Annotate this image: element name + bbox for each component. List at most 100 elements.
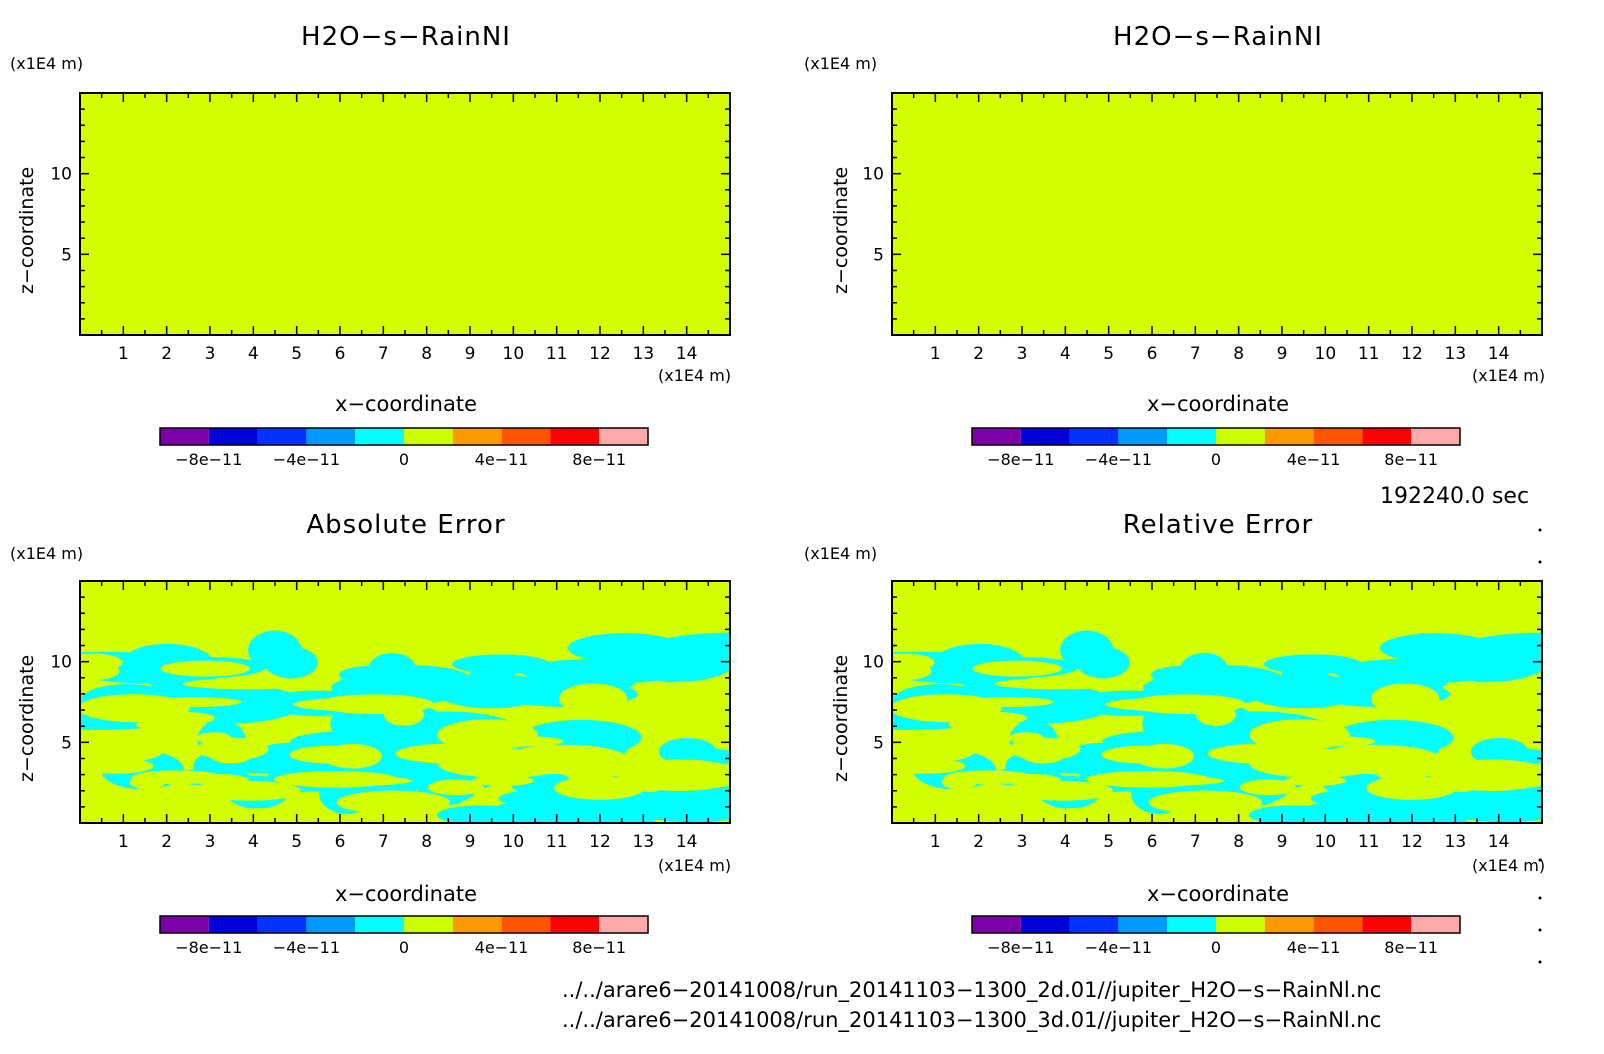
colorbar-segment: [306, 916, 356, 933]
colorbar-segment: [972, 916, 1021, 933]
colorbar-tick-label: −4e−11: [1085, 450, 1152, 469]
error-blob: [1248, 805, 1339, 823]
colorbar-segment: [1362, 916, 1412, 933]
field-gap: [1249, 748, 1380, 779]
field-gap: [558, 683, 628, 714]
z-tick-label: 5: [873, 733, 884, 753]
x-tick-label: 9: [1277, 344, 1288, 364]
colorbar-segment: [1020, 916, 1070, 933]
x-tick-label: 3: [1017, 832, 1028, 852]
colorbar-segment: [306, 428, 356, 445]
x-tick-label: 4: [248, 832, 259, 852]
colorbar-tick-label: 0: [399, 450, 409, 469]
x-tick-label: 7: [378, 832, 389, 852]
x-tick-label: 13: [1445, 344, 1467, 364]
field-gap: [143, 711, 215, 725]
colorbar-segment: [1411, 916, 1460, 933]
colorbar-tick-label: 0: [1211, 938, 1221, 957]
x-tick-label: 3: [1017, 344, 1028, 364]
colorbar-tick-label: 4e−11: [475, 450, 529, 469]
error-blob: [264, 646, 318, 679]
field-gap: [437, 748, 568, 779]
margin-dot: [1538, 560, 1542, 564]
x-tick-label: 11: [1358, 832, 1380, 852]
x-tick-label: 5: [291, 832, 302, 852]
x-tick-label: 3: [205, 344, 216, 364]
x-axis-label: x−coordinate: [334, 392, 478, 416]
field-gap: [160, 660, 250, 677]
margin-dot: [1538, 960, 1542, 964]
field-gap: [1008, 737, 1081, 761]
colorbar-tick-label: −4e−11: [1085, 938, 1152, 957]
field-gap: [944, 770, 1035, 785]
x-tick-label: 11: [546, 344, 568, 364]
colorbar-segment: [452, 428, 502, 445]
field-gap: [196, 737, 269, 761]
x-tick-label: 12: [589, 344, 611, 364]
field-gap: [225, 808, 300, 822]
field-gap: [1239, 779, 1296, 796]
error-pattern: [892, 630, 1542, 823]
colorbar-tick-label: 4e−11: [1287, 938, 1341, 957]
colorbar-segment: [1216, 428, 1265, 445]
colorbar-segment: [452, 916, 502, 933]
z-tick-label: 5: [61, 733, 72, 753]
panel-title: H2O−s−RainNI: [1113, 22, 1323, 52]
x-tick-label: 14: [676, 344, 698, 364]
colorbar-segment: [1020, 428, 1070, 445]
colorbar-segment: [1167, 428, 1216, 445]
field-gap: [1085, 771, 1210, 788]
colorbar-tick-label: 8e−11: [572, 450, 626, 469]
colorbar-segment: [1069, 916, 1119, 933]
colorbar-segment: [501, 428, 551, 445]
field-gap: [554, 776, 645, 800]
field-gap: [1284, 775, 1347, 786]
colorbar-segment: [550, 428, 600, 445]
x-unit-label: (x1E4 m): [1472, 856, 1546, 875]
error-blob: [436, 805, 527, 823]
x-tick-label: 7: [378, 344, 389, 364]
colorbar-segment: [355, 428, 404, 445]
error-blob: [568, 633, 682, 663]
x-tick-label: 14: [676, 832, 698, 852]
field-gap: [892, 758, 966, 774]
margin-dot: [1538, 896, 1542, 900]
x-tick-label: 14: [1488, 344, 1510, 364]
colorbar-tick-label: 4e−11: [1287, 450, 1341, 469]
z-tick-label: 5: [873, 245, 884, 265]
x-tick-label: 1: [118, 344, 129, 364]
x-tick-label: 7: [1190, 344, 1201, 364]
field-gap: [182, 678, 313, 690]
field-gap: [132, 770, 223, 785]
colorbar-tick-label: 8e−11: [572, 938, 626, 957]
x-tick-label: 9: [465, 344, 476, 364]
colorbar-frame: [159, 427, 649, 446]
field-gap: [972, 660, 1062, 677]
x-tick-label: 1: [118, 832, 129, 852]
colorbar-tick-label: −8e−11: [987, 450, 1054, 469]
colorbar-segment: [1313, 916, 1363, 933]
z-unit-label: (x1E4 m): [10, 54, 84, 73]
x-tick-label: 8: [421, 344, 432, 364]
field-gap: [677, 697, 730, 720]
field-gap: [273, 771, 398, 788]
x-tick-label: 6: [1147, 832, 1158, 852]
file-path-2d: ../../arare6−20141008/run_20141103−1300_…: [562, 978, 1382, 1002]
field-gap: [955, 711, 1027, 725]
field-gap: [972, 796, 1032, 808]
colorbar-segment: [1216, 916, 1265, 933]
x-tick-label: 13: [633, 832, 655, 852]
colorbar-tick-label: −4e−11: [273, 450, 340, 469]
z-unit-label: (x1E4 m): [804, 54, 878, 73]
x-tick-label: 7: [1190, 832, 1201, 852]
field-gap: [95, 733, 166, 762]
field-background: [892, 93, 1542, 335]
error-pattern: [80, 630, 730, 823]
x-tick-label: 9: [1277, 832, 1288, 852]
field-gap: [1101, 745, 1182, 764]
colorbar-segment: [1362, 428, 1412, 445]
colorbar-frame: [971, 915, 1461, 934]
error-blob: [452, 654, 550, 674]
colorbar-segment: [1313, 428, 1363, 445]
